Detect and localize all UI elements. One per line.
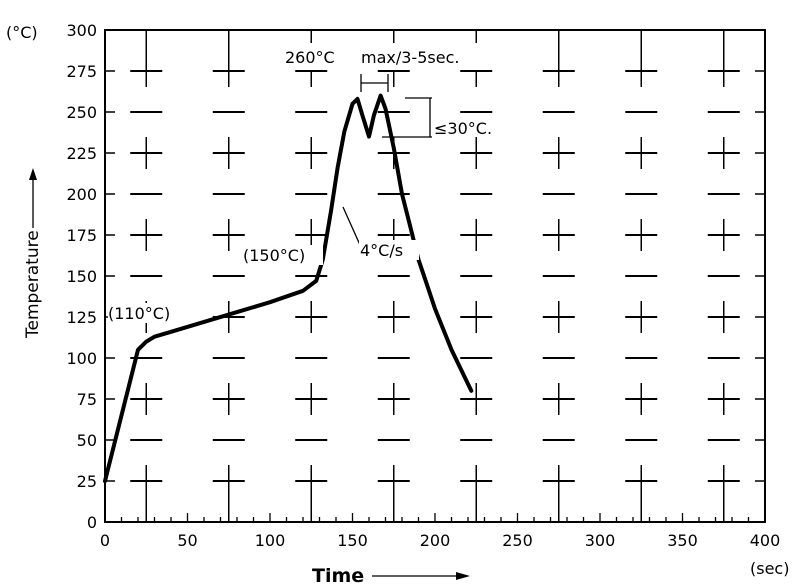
x-tick-label: 50 [177,531,197,550]
y-axis-title: Temperature [23,230,43,339]
y-tick-label: 225 [66,144,97,163]
annotation-slope-box [359,240,419,260]
x-tick-label: 200 [420,531,451,550]
annotation-slope: 4°C/s [342,206,419,260]
annotation-150c: (150°C) [243,245,323,265]
y-tick-label: 50 [77,431,97,450]
grid-crosshairs [130,30,740,522]
y-tick-label: 200 [66,185,97,204]
annotation-peak-duration: max/3-5sec. [361,48,459,67]
annotation-slope-label: 4°C/s [360,241,403,260]
y-tick-label: 125 [66,308,97,327]
y-tick-label: 0 [87,513,97,532]
temperature-profile-line [103,93,474,483]
annotation-110c-box [108,303,188,323]
y-tick-label: 75 [77,390,97,409]
y-tick-label: 275 [66,62,97,81]
x-tick-label: 100 [255,531,286,550]
annotation-110c-label: (110°C) [108,304,170,323]
x-axis-tick-labels: 0 50 100 150 200 250 300 350 400 [100,531,780,550]
x-tick-label: 250 [502,531,533,550]
annotation-260-max: 260°C max/3-5sec. [282,43,514,92]
x-tick-label: 0 [100,531,110,550]
y-tick-label: 25 [77,472,97,491]
y-tick-label: 100 [66,349,97,368]
annotation-150c-label: (150°C) [243,246,305,265]
x-axis-title: Time [312,565,364,584]
x-tick-label: 150 [337,531,368,550]
x-tick-label: 350 [667,531,698,550]
x-axis-unit: (sec) [750,559,789,578]
x-tick-label: 300 [585,531,616,550]
y-axis-arrow-head [29,168,37,180]
x-axis-arrow-head [456,572,470,580]
y-axis-unit: (°C) [6,23,38,42]
axis-minor-ticks [104,29,766,523]
y-axis-tick-labels: 0 25 50 75 100 125 150 175 200 225 250 275 300 [66,21,97,532]
annotation-150c-box [243,245,323,265]
annotation-30c-label: ≤30°C. [434,119,492,138]
annotation-30c: ≤30°C. [382,97,492,138]
annotation-slope-leader [342,206,361,246]
plot-frame [104,29,766,523]
y-tick-label: 150 [66,267,97,286]
y-tick-label: 175 [66,226,97,245]
annotation-110c: (110°C) [108,303,188,323]
y-tick-label: 300 [66,21,97,40]
y-axis-title-group: Temperature [23,168,43,339]
annotation-peak-temp: 260°C [285,48,335,67]
y-tick-label: 250 [66,103,97,122]
x-tick-label: 400 [750,531,781,550]
annotation-peak-box [282,43,514,70]
x-axis-title-group: Time [312,565,470,584]
